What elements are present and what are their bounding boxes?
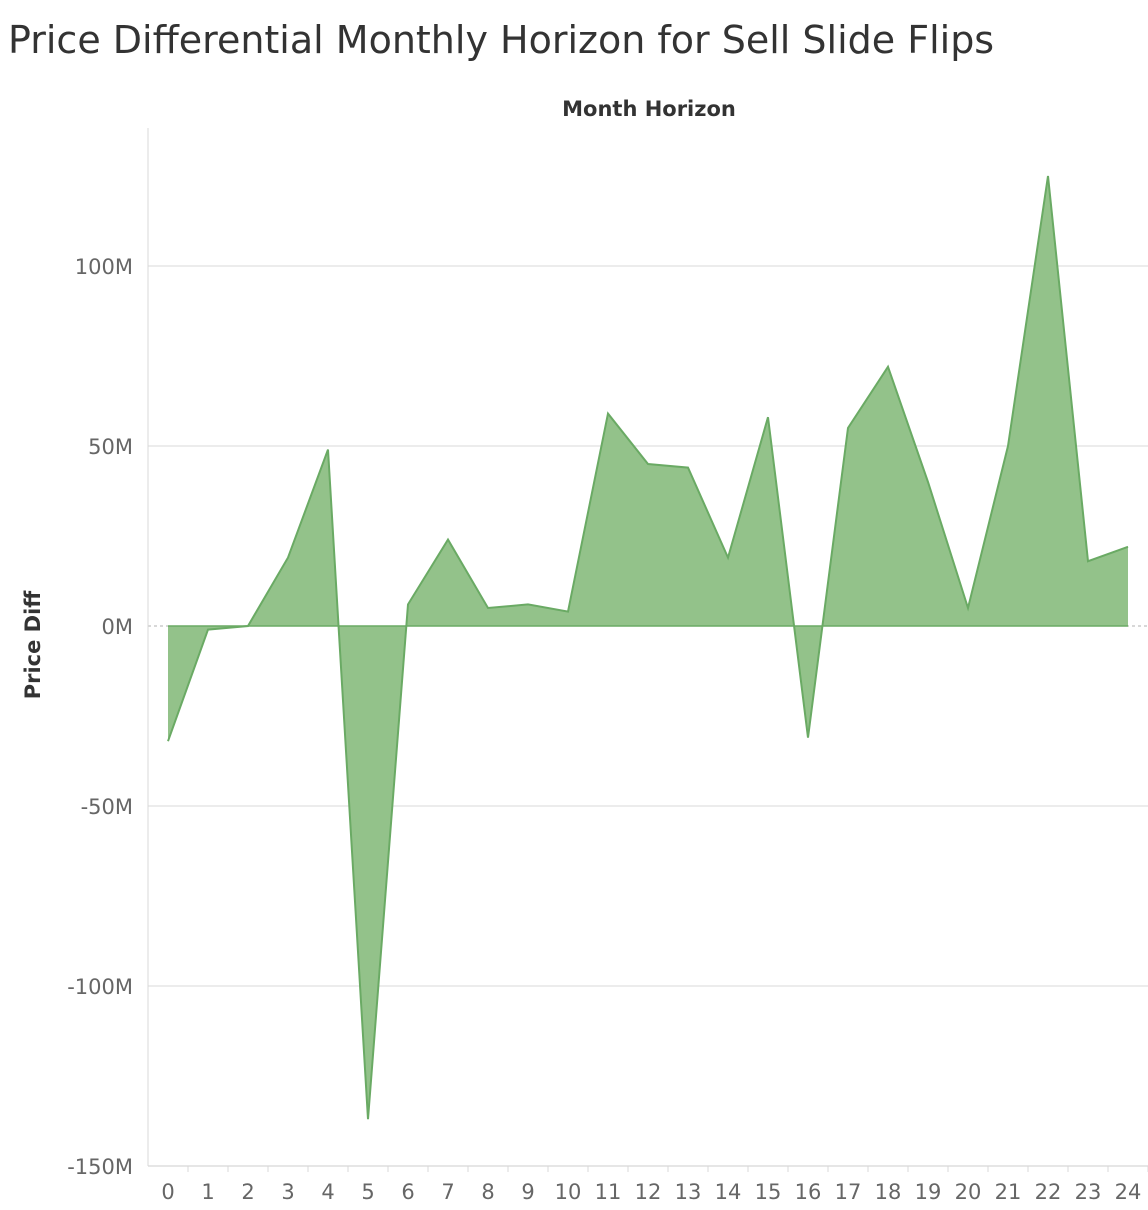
x-tick-label: 5: [361, 1180, 374, 1204]
x-tick-label: 19: [915, 1180, 942, 1204]
series-line: [167, 175, 1129, 1120]
y-tick-label: -100M: [67, 975, 133, 999]
x-tick-label: 17: [835, 1180, 862, 1204]
x-tick-label: 8: [481, 1180, 494, 1204]
x-tick-label: 18: [875, 1180, 902, 1204]
x-tick-label: 14: [715, 1180, 742, 1204]
gridlines: [148, 265, 1148, 1167]
y-tick-label: 100M: [75, 255, 133, 279]
x-tick-label: 13: [675, 1180, 702, 1204]
x-tick-label: 12: [635, 1180, 662, 1204]
x-axis-title: Month Horizon: [562, 97, 736, 121]
y-tick-label: 0M: [102, 615, 133, 639]
x-tick-label: 10: [555, 1180, 582, 1204]
x-tick-label: 20: [955, 1180, 982, 1204]
x-tick-label: 2: [241, 1180, 254, 1204]
x-tick-label: 23: [1075, 1180, 1102, 1204]
x-tick-label: 22: [1035, 1180, 1062, 1204]
area-series: [167, 175, 1129, 1120]
y-tick-label: -150M: [67, 1155, 133, 1179]
x-tick-label: 3: [281, 1180, 294, 1204]
y-tick-label: 50M: [88, 435, 133, 459]
x-tick-label: 6: [401, 1180, 414, 1204]
x-tick-label: 4: [321, 1180, 334, 1204]
y-axis-title: Price Diff: [21, 590, 45, 700]
x-tick-label: 7: [441, 1180, 454, 1204]
x-tick-label: 11: [595, 1180, 622, 1204]
x-tick-label: 21: [995, 1180, 1022, 1204]
x-tick-label: 15: [755, 1180, 782, 1204]
x-tick-label: 1: [201, 1180, 214, 1204]
x-tick-label: 16: [795, 1180, 822, 1204]
chart-title: Price Differential Monthly Horizon for S…: [8, 18, 995, 62]
area-fill: [168, 176, 1128, 1120]
x-tick-label: 0: [161, 1180, 174, 1204]
y-tick-label: -50M: [81, 795, 133, 819]
x-tick-label: 9: [521, 1180, 534, 1204]
x-tick-label: 24: [1115, 1180, 1142, 1204]
